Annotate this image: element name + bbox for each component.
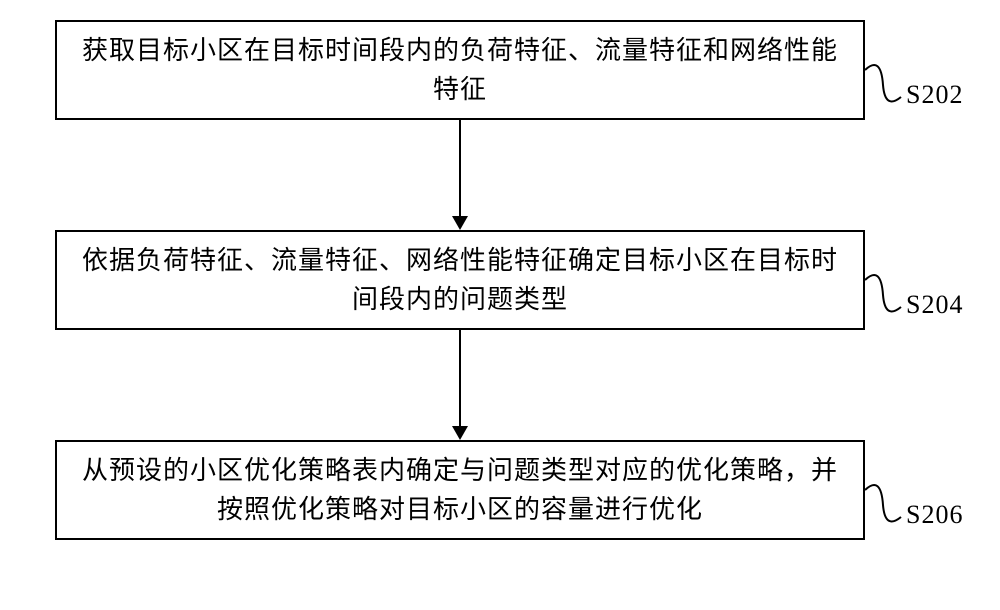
step-box-s204: 依据负荷特征、流量特征、网络性能特征确定目标小区在目标时间段内的问题类型 bbox=[55, 230, 865, 330]
step-text-s206: 从预设的小区优化策略表内确定与问题类型对应的优化策略，并按照优化策略对目标小区的… bbox=[77, 451, 843, 529]
label-curve-s204 bbox=[863, 265, 903, 320]
step-text-s204: 依据负荷特征、流量特征、网络性能特征确定目标小区在目标时间段内的问题类型 bbox=[77, 241, 843, 319]
step-box-s206: 从预设的小区优化策略表内确定与问题类型对应的优化策略，并按照优化策略对目标小区的… bbox=[55, 440, 865, 540]
step-label-s206: S206 bbox=[906, 500, 963, 530]
label-curve-s202 bbox=[863, 55, 903, 110]
step-text-s202: 获取目标小区在目标时间段内的负荷特征、流量特征和网络性能特征 bbox=[77, 31, 843, 109]
step-label-s204: S204 bbox=[906, 290, 963, 320]
step-box-s202: 获取目标小区在目标时间段内的负荷特征、流量特征和网络性能特征 bbox=[55, 20, 865, 120]
flowchart-container: 获取目标小区在目标时间段内的负荷特征、流量特征和网络性能特征 S202 依据负荷… bbox=[0, 0, 1000, 610]
step-label-s202: S202 bbox=[906, 80, 963, 110]
label-curve-s206 bbox=[863, 475, 903, 530]
arrow-s204-s206 bbox=[459, 330, 461, 426]
arrow-s202-s204 bbox=[459, 120, 461, 216]
arrow-head-s202-s204 bbox=[452, 216, 468, 230]
arrow-head-s204-s206 bbox=[452, 426, 468, 440]
